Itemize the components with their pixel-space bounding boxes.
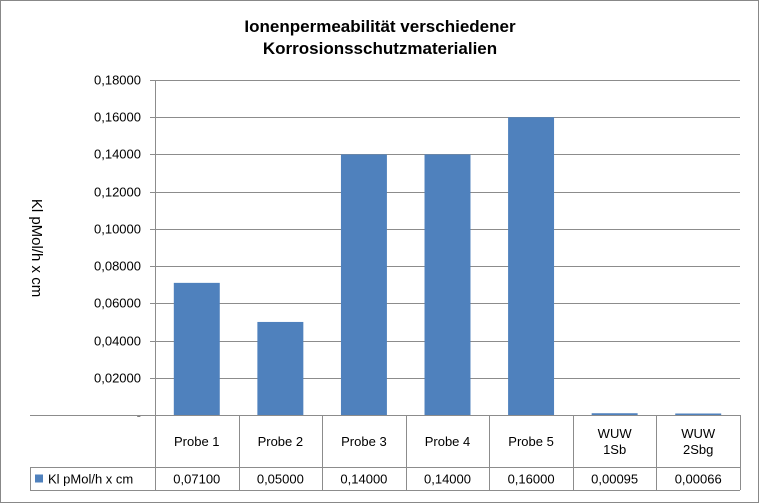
y-tick-label: 0,10000 [94, 222, 141, 237]
y-tick-label: 0,08000 [94, 259, 141, 274]
y-tick-label: 0,12000 [94, 185, 141, 200]
chart-title-line-2: Korrosionsschutzmaterialien [263, 39, 497, 58]
category-label: Probe 1 [174, 434, 220, 449]
legend-swatch [35, 474, 43, 483]
category-label: WUW [681, 426, 716, 441]
data-value-label: 0,05000 [257, 472, 304, 487]
chart-title-line-1: Ionenpermeabilität verschiedener [244, 17, 516, 36]
bar [340, 154, 387, 415]
data-value-label: 0,00095 [591, 472, 638, 487]
bar [591, 413, 638, 415]
y-tick-label: 0,18000 [94, 73, 141, 88]
bar [257, 321, 304, 415]
y-tick-label: 0,16000 [94, 110, 141, 125]
y-tick-label: 0,02000 [94, 371, 141, 386]
bar [424, 154, 471, 415]
bar [508, 117, 555, 415]
legend-series-name: Kl pMol/h x cm [48, 472, 133, 487]
category-label: Probe 3 [341, 434, 387, 449]
data-value-label: 0,00066 [675, 472, 722, 487]
category-label: Probe 2 [258, 434, 304, 449]
y-tick-label: 0,06000 [94, 296, 141, 311]
category-label: 2Sbg [683, 442, 713, 457]
bars [173, 117, 722, 415]
category-label: Probe 5 [508, 434, 554, 449]
data-table: Probe 1 Probe 2 Probe 3 Probe 4 Probe 5WUW1S… [30, 415, 741, 491]
data-value-label: 0,07100 [173, 472, 220, 487]
category-label: 1Sb [603, 442, 626, 457]
bar [675, 413, 722, 415]
category-label: WUW [598, 426, 633, 441]
y-axis-label: Kl pMol/h x cm [28, 199, 45, 297]
y-tick-label: 0,14000 [94, 147, 141, 162]
data-value-label: 0,16000 [508, 472, 555, 487]
category-label: Probe 4 [425, 434, 471, 449]
y-axis: -0,020000,040000,060000,080000,100000,12… [94, 73, 156, 423]
y-tick-label: 0,04000 [94, 334, 141, 349]
data-value-label: 0,14000 [340, 472, 387, 487]
bar [173, 282, 220, 415]
data-value-label: 0,14000 [424, 472, 471, 487]
